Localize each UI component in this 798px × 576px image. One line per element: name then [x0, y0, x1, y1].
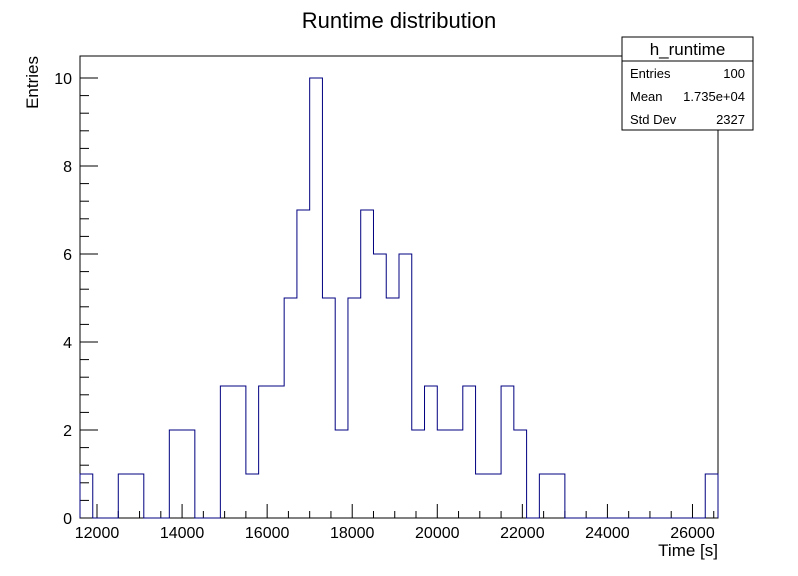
histogram-bin [182, 430, 195, 518]
x-tick-label: 12000 [75, 525, 120, 542]
histogram-bin [539, 474, 552, 518]
y-tick-label: 0 [63, 511, 72, 528]
histogram-bin [425, 386, 438, 518]
y-tick-label: 10 [54, 71, 72, 88]
histogram-bin [271, 386, 284, 518]
plot-frame [79, 55, 719, 519]
histogram-bin [335, 430, 348, 518]
x-axis-title: Time [s] [658, 541, 718, 560]
histogram-bin [259, 386, 272, 518]
stats-mean-value: 1.735e+04 [683, 89, 745, 104]
stats-box-frame [621, 36, 754, 131]
histogram-bin [220, 386, 233, 518]
x-tick-label: 26000 [670, 525, 715, 542]
histogram-outline [79, 77, 719, 519]
histogram-bin [437, 430, 450, 518]
y-axis-title: Entries [23, 56, 42, 109]
histogram-bin [246, 474, 259, 518]
histogram-bin [297, 210, 310, 518]
histogram-bin [552, 474, 565, 518]
chart-title: Runtime distribution [302, 8, 496, 33]
histogram-bin [169, 430, 182, 518]
histogram-bin [514, 430, 527, 518]
histogram-bin [705, 474, 718, 518]
y-tick-label: 4 [63, 335, 72, 352]
histogram-bin [501, 386, 514, 518]
histogram-bin [463, 386, 476, 518]
y-tick-label: 6 [63, 247, 72, 264]
histogram-bin [80, 474, 93, 518]
y-tick-label: 8 [63, 159, 72, 176]
histogram-bin [373, 254, 386, 518]
y-axis: 0 2 4 6 8 10 [54, 71, 98, 528]
x-tick-label: 18000 [330, 525, 375, 542]
histogram-bin [399, 254, 412, 518]
histogram-bin [310, 78, 323, 518]
histogram-bin [348, 298, 361, 518]
histogram-bin [450, 430, 463, 518]
histogram-bin [412, 430, 425, 518]
stats-entries-label: Entries [630, 66, 671, 81]
histogram-bin [386, 298, 399, 518]
y-tick-label: 2 [63, 423, 72, 440]
histogram-bin [284, 298, 297, 518]
x-axis: 12000 14000 16000 18000 20000 22000 24000 26000 [75, 504, 715, 542]
stats-entries-value: 100 [723, 66, 745, 81]
stats-box: h_runtime Entries 100 Mean 1.735e+04 Std… [621, 36, 754, 131]
histogram-bin [233, 386, 246, 518]
x-tick-label: 20000 [415, 525, 460, 542]
x-tick-label: 14000 [160, 525, 205, 542]
histogram-bin [488, 474, 501, 518]
stats-box-title: h_runtime [650, 40, 726, 59]
x-tick-label: 16000 [245, 525, 290, 542]
histogram-bin [476, 474, 489, 518]
stats-mean-label: Mean [630, 89, 663, 104]
x-tick-label: 22000 [500, 525, 545, 542]
histogram-bin [118, 474, 131, 518]
stats-stddev-value: 2327 [716, 112, 745, 127]
histogram-bin [361, 210, 374, 518]
x-tick-label: 24000 [585, 525, 630, 542]
histogram-bin [322, 298, 335, 518]
stats-stddev-label: Std Dev [630, 112, 677, 127]
histogram-bin [131, 474, 144, 518]
